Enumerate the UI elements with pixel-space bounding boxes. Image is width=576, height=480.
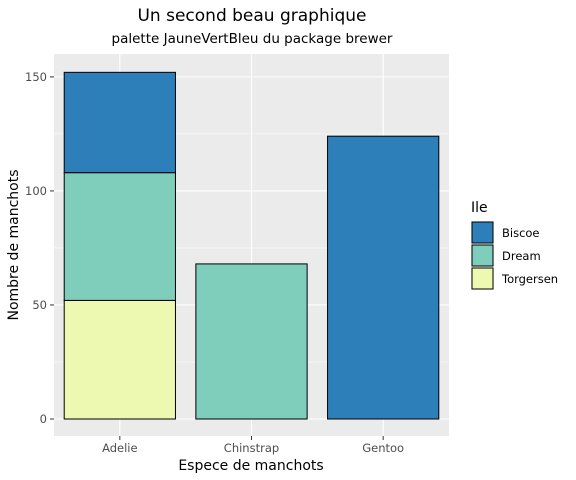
legend-swatch-torgersen	[471, 267, 494, 290]
legend-swatch-dream	[471, 244, 494, 267]
y-axis: 0 50 100 150	[25, 70, 54, 426]
bars	[63, 71, 440, 420]
legend: Ile Biscoe Dream Torgersen	[471, 200, 558, 290]
legend-label: Dream	[502, 249, 541, 263]
bar-segment-torgersen	[63, 299, 176, 420]
legend-title: Ile	[471, 200, 488, 216]
bar-segment-biscoe	[63, 71, 176, 174]
bar-segment-dream	[195, 263, 308, 420]
bar-segment-dream	[63, 172, 176, 301]
x-tick-label: Gentoo	[362, 441, 404, 455]
y-tick-label: 150	[25, 70, 47, 84]
x-axis-title: Espece de manchots	[178, 458, 323, 474]
y-tick-label: 0	[40, 412, 47, 426]
legend-swatch-biscoe	[471, 221, 494, 244]
chart-title: Un second beau graphique	[137, 6, 366, 26]
x-axis: Adelie Chinstrap Gentoo	[102, 436, 404, 455]
y-axis-title: Nombre de manchots	[6, 169, 22, 320]
y-tick-label: 50	[32, 298, 47, 312]
x-tick-label: Adelie	[102, 441, 138, 455]
legend-label: Torgersen	[501, 272, 558, 286]
x-tick-label: Chinstrap	[224, 441, 279, 455]
legend-label: Biscoe	[502, 226, 540, 240]
chart-subtitle: palette JauneVertBleu du package brewer	[112, 31, 393, 47]
bar-segment-biscoe	[327, 135, 440, 420]
y-tick-label: 100	[25, 184, 47, 198]
